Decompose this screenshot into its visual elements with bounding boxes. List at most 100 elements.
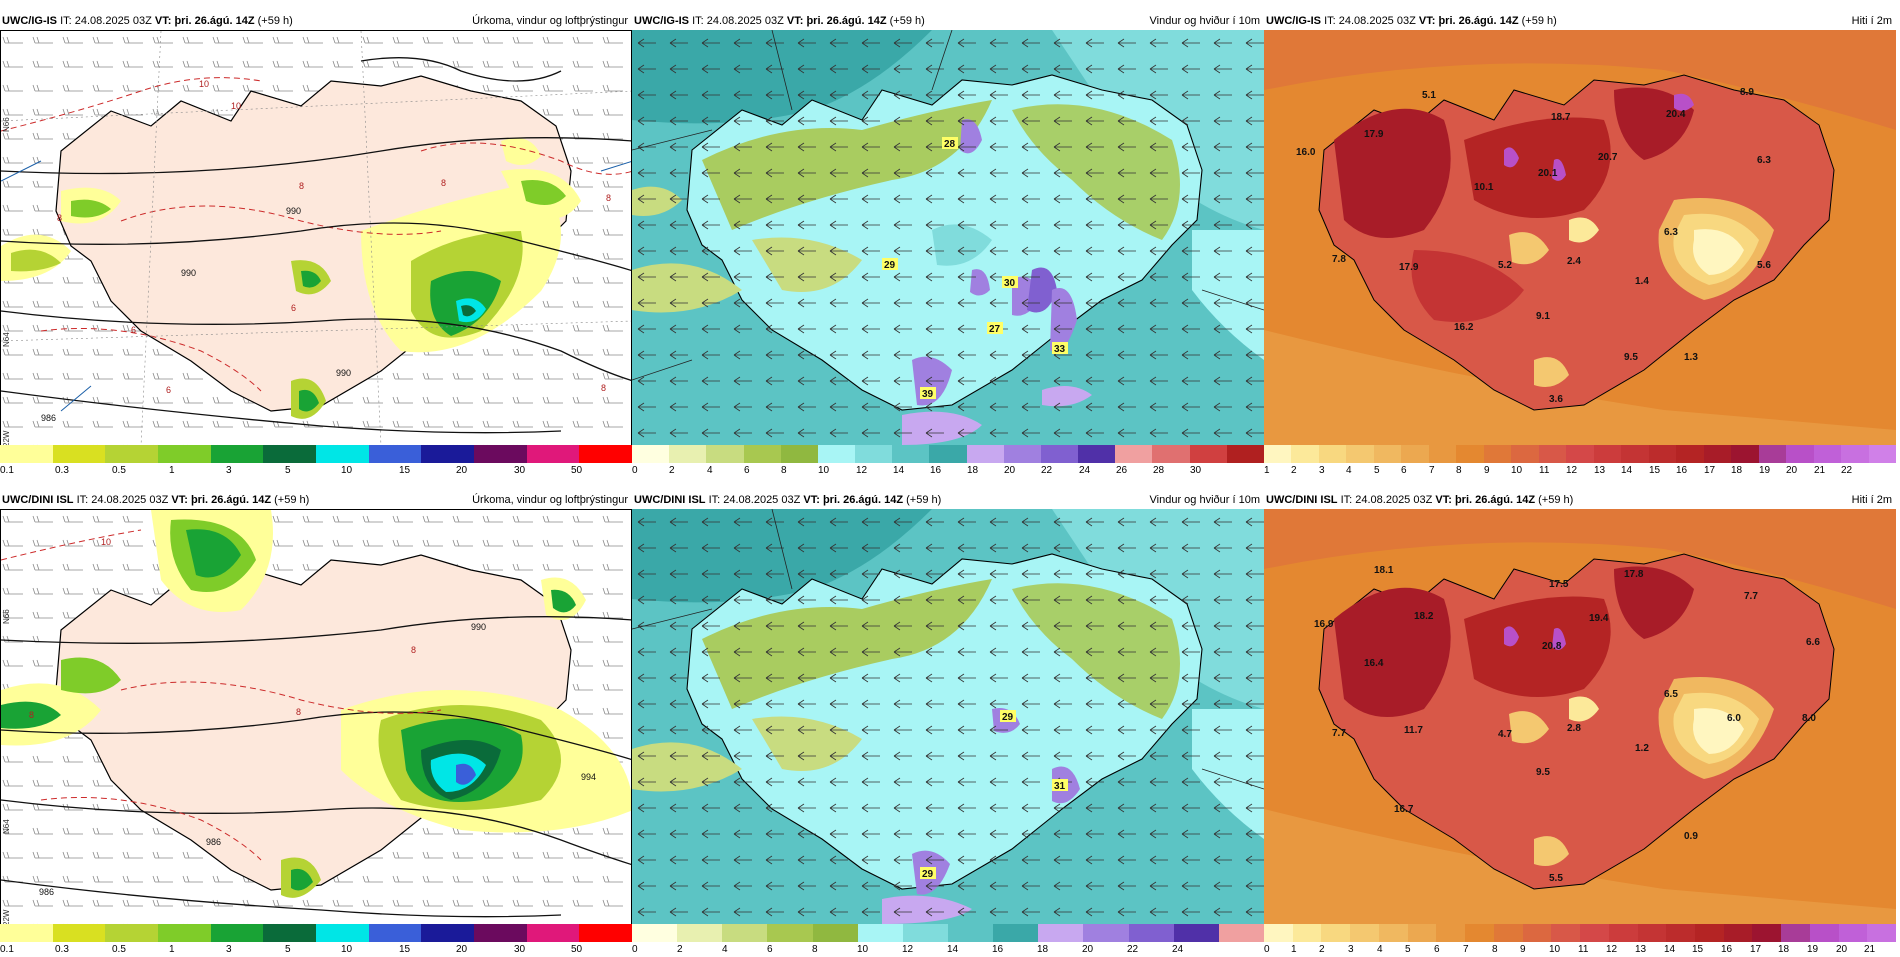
model-name: UWC/IG-IS	[634, 15, 689, 27]
temp-value: 6.5	[1664, 689, 1678, 700]
temp-value: 0.9	[1684, 831, 1698, 842]
tick: 3	[226, 465, 232, 476]
temp-map[interactable]: 18.1 16.9 18.2 16.4 7.7 11.7 17.5 17.8 1…	[1264, 509, 1896, 924]
isotherm-label: 8	[601, 383, 606, 393]
isobar-label: 990	[336, 368, 351, 378]
tick: 13	[1594, 465, 1606, 476]
temp-value: 16.9	[1314, 619, 1334, 630]
isobar-label: 994	[581, 772, 596, 782]
colorbar-precip	[0, 924, 633, 942]
colorbar-wind	[632, 924, 1264, 942]
temp-value: 20.4	[1666, 109, 1686, 120]
it-label: IT:	[1340, 494, 1353, 506]
temp-values: 5.1 17.9 16.0 7.8 17.9 10.1 18.7 20.1 20…	[1296, 87, 1771, 405]
precip-map[interactable]: 10 8 8 8 990 994 986 986 N66 N64 22W	[0, 509, 632, 926]
isotherm-label: 6	[131, 325, 136, 335]
temp-map[interactable]: 5.1 17.9 16.0 7.8 17.9 10.1 18.7 20.1 20…	[1264, 30, 1896, 445]
tick: 0.1	[0, 465, 14, 476]
tick: 4	[707, 465, 713, 476]
vt-label: VT:	[171, 494, 188, 506]
isobar-label: 986	[41, 413, 56, 423]
panel-title: Hiti í 2m	[1851, 494, 1892, 506]
tick: 19	[1759, 465, 1771, 476]
gust-label: 29	[884, 260, 896, 271]
gust-label: 29	[1002, 712, 1014, 723]
gust-label: 29	[922, 869, 934, 880]
tick: 8	[781, 465, 787, 476]
it-label: IT:	[692, 15, 704, 27]
tick: 30	[1190, 465, 1202, 476]
tick: 0.5	[112, 465, 126, 476]
lat-label: N66	[2, 117, 11, 132]
tick: 10	[1511, 465, 1523, 476]
tick: 20	[456, 465, 468, 476]
temp-value: 11.7	[1404, 725, 1423, 736]
model-name: UWC/DINI ISL	[2, 494, 74, 506]
colorbar-ticks: 0.1 0.3 0.5 1 3 5 10 15 20 30 50	[0, 943, 632, 957]
temp-value: 9.5	[1536, 767, 1550, 778]
temp-value: 9.1	[1536, 311, 1550, 322]
temp-value: 16.2	[1454, 322, 1474, 333]
vt-value: þri. 26.ágú. 14Z	[1438, 15, 1519, 27]
panel-wind-row1: UWC/IG-IS IT: 24.08.2025 03Z VT: þri. 26…	[632, 12, 1264, 476]
tick: 15	[399, 465, 411, 476]
panel-temp-row2: UWC/DINI ISL IT: 24.08.2025 03Z VT: þri.…	[1264, 491, 1897, 955]
wind-map[interactable]: 28 29 30 27 33 39	[632, 30, 1264, 445]
temp-value: 1.4	[1635, 276, 1649, 287]
temp-value: 5.2	[1498, 260, 1512, 271]
it-label: IT:	[60, 15, 72, 27]
isotherm-label: 8	[606, 193, 611, 203]
gust-label: 28	[944, 139, 956, 150]
temp-value: 6.3	[1757, 155, 1771, 166]
temp-value: 17.8	[1624, 569, 1644, 580]
lat-label: N64	[2, 332, 11, 347]
temp-value: 6.0	[1727, 713, 1741, 724]
colorbar-ticks: 0.1 0.3 0.5 1 3 5 10 15 20 30 50	[0, 464, 632, 478]
panel-header: UWC/IG-IS IT: 24.08.2025 03Z VT: þri. 26…	[632, 12, 1264, 30]
vt-value: þri. 26.ágú. 14Z	[806, 15, 887, 27]
tick: 17	[1704, 465, 1716, 476]
tick: 28	[1153, 465, 1165, 476]
tick: 22	[1041, 465, 1053, 476]
temp-values: 18.1 16.9 18.2 16.4 7.7 11.7 17.5 17.8 1…	[1314, 565, 1820, 884]
tick: 3	[1319, 465, 1325, 476]
tick: 5	[285, 465, 291, 476]
temp-value: 18.1	[1374, 565, 1394, 576]
gust-label: 33	[1054, 344, 1066, 355]
temp-value: 17.9	[1399, 262, 1419, 273]
lead-time: (+59 h)	[906, 494, 942, 506]
lead-time: (+59 h)	[274, 494, 310, 506]
isotherm-label: 8	[299, 181, 304, 191]
wind-map[interactable]: 29 31 29	[632, 509, 1264, 924]
tick: 14	[1621, 465, 1633, 476]
isotherm-label: 8	[29, 710, 34, 720]
panel-header: UWC/IG-IS IT: 24.08.2025 03Z VT: þri. 26…	[1264, 12, 1896, 30]
lat-label: 22W	[2, 909, 11, 925]
temp-value: 4.7	[1498, 729, 1512, 740]
gust-label: 27	[989, 324, 1001, 335]
tick: 5	[1374, 465, 1380, 476]
it-label: IT:	[1324, 15, 1336, 27]
temp-value: 17.5	[1549, 579, 1569, 590]
tick: 0	[632, 465, 638, 476]
isobar-label: 990	[471, 622, 486, 632]
precip-map[interactable]: 10 10 8 8 8 8 6 6 6 8 990 990 990 986 N6…	[0, 30, 632, 447]
colorbar-temp	[1264, 445, 1897, 463]
temp-value: 3.6	[1549, 394, 1563, 405]
tick: 18	[967, 465, 979, 476]
tick: 10	[818, 465, 830, 476]
precip-map-svg: 10 10 8 8 8 8 6 6 6 8 990 990 990 986 N6…	[1, 31, 631, 446]
tick: 1	[1264, 465, 1270, 476]
temp-value: 17.9	[1364, 129, 1384, 140]
panel-header: UWC/DINI ISL IT: 24.08.2025 03Z VT: þri.…	[1264, 491, 1896, 509]
tick: 8	[1456, 465, 1462, 476]
tick: 16	[1676, 465, 1688, 476]
tick: 11	[1539, 465, 1550, 476]
colorbar-precip	[0, 445, 633, 463]
colorbar-ticks: 0 2 4 6 8 10 12 14 16 18 20 22 24 26 28 …	[632, 464, 1264, 478]
it-value: 24.08.2025 03Z	[723, 494, 801, 506]
temp-value: 8.9	[1740, 87, 1754, 98]
temp-value: 8.0	[1802, 713, 1816, 724]
temp-value: 1.2	[1635, 743, 1649, 754]
tick: 21	[1814, 465, 1826, 476]
